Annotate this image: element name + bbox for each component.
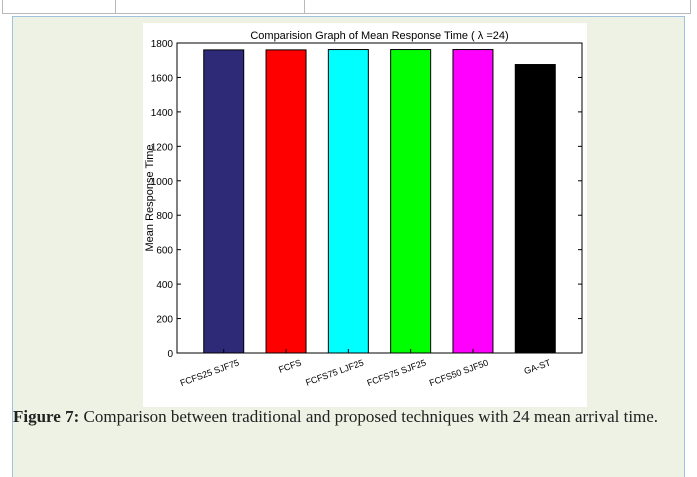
y-axis-label: Mean Response Time — [144, 145, 156, 252]
figure-panel: 0 200 400 600 800 1000 1200 1400 1600 1800 FCFS25 … — [12, 16, 685, 477]
y-tick-label: 400 — [156, 280, 173, 291]
figure-caption: Figure 7: Comparison between traditional… — [13, 405, 673, 428]
bar-fcfs50-sjf50 — [452, 49, 494, 354]
y-tick-label: 600 — [156, 246, 173, 257]
bar-fcfs — [265, 49, 307, 354]
bar-fcfs25-sjf75 — [203, 49, 245, 354]
bar-fcfs75-sjf25 — [390, 49, 432, 354]
chart-title: Comparision Graph of Mean Response Time … — [250, 30, 508, 42]
y-tick-label: 800 — [156, 211, 173, 222]
chart-container: 0 200 400 600 800 1000 1200 1400 1600 1800 FCFS25 … — [143, 23, 587, 407]
table-cell-divider — [304, 0, 305, 13]
figure-caption-text: Comparison between traditional and propo… — [79, 407, 659, 426]
bar-ga-st — [514, 64, 556, 354]
y-tick-label: 1800 — [151, 39, 174, 50]
y-tick-label: 1400 — [151, 108, 174, 119]
figure-label: Figure 7: — [13, 407, 80, 426]
table-cell-divider — [115, 0, 116, 13]
y-tick-label: 1600 — [151, 73, 174, 84]
y-tick-label: 200 — [156, 315, 173, 326]
top-table-border — [2, 0, 691, 14]
bar-chart: 020040060080010001200140016001800FCFS25 … — [143, 23, 587, 407]
y-tick-label: 0 — [167, 349, 173, 360]
y-tick-label: 1200 — [151, 142, 174, 153]
y-tick-label: 1000 — [151, 177, 174, 188]
axes-frame — [176, 42, 583, 354]
bar-fcfs75-ljf25 — [327, 49, 369, 354]
